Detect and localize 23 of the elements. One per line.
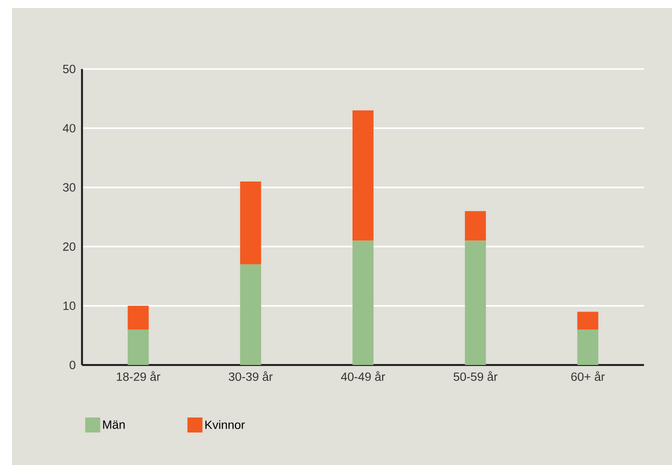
x-tick-label: 40-49 år (341, 371, 386, 381)
x-tick-label: 60+ år (571, 371, 605, 381)
y-tick-label: 20 (63, 242, 76, 251)
x-tick-label: 50-59 år (454, 371, 498, 381)
x-tick-label: 18-29 år (116, 371, 160, 381)
bar (352, 240, 374, 365)
bar (352, 110, 374, 241)
bar (577, 312, 598, 330)
legend-label: Män (103, 420, 125, 429)
bar (464, 211, 486, 241)
bar (240, 181, 262, 264)
x-tick-label: 30-39 år (228, 371, 273, 381)
y-tick-label: 0 (70, 360, 76, 370)
bar (128, 306, 149, 330)
y-tick-label: 10 (63, 302, 76, 310)
bar (240, 264, 262, 365)
legend-label: Kvinnor (205, 420, 245, 430)
bar (464, 240, 486, 365)
y-tick-label: 30 (62, 183, 76, 192)
y-tick-label: 50 (63, 64, 76, 74)
bar (577, 329, 598, 365)
y-tick-label: 40 (62, 124, 76, 132)
bar (128, 329, 149, 365)
